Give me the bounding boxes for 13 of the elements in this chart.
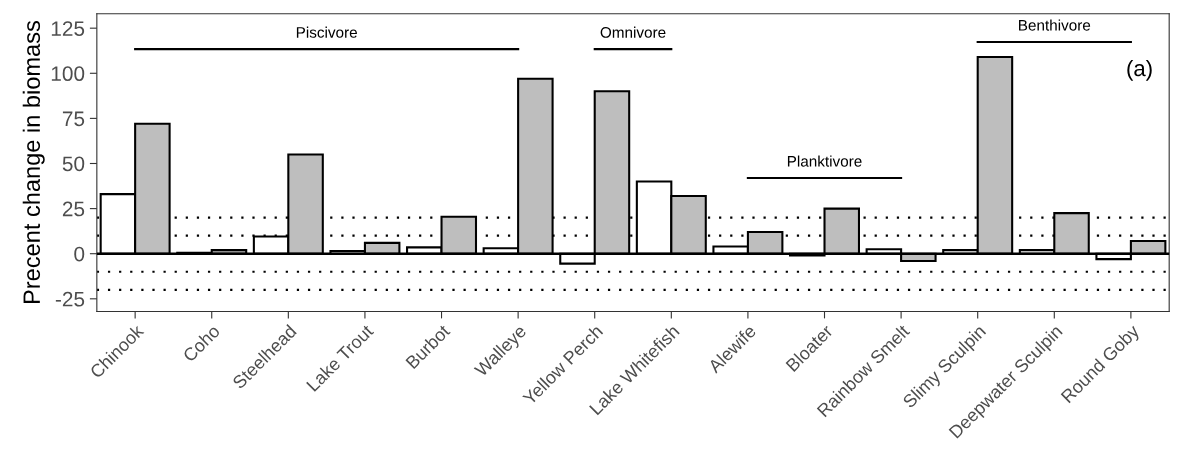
annotation: Benthivore — [1019, 19, 1091, 31]
y-tick-label: 50 — [62, 156, 85, 172]
annotation: Planktivore — [787, 155, 862, 167]
y-tick-label: 125 — [51, 21, 85, 36]
y-tick-label: -25 — [55, 291, 85, 307]
y-tick-label: 75 — [62, 111, 85, 127]
y-axis-title: Precent change in biomass — [22, 21, 45, 304]
y-tick-label: 25 — [62, 201, 85, 217]
annotation: Omnivore — [600, 26, 666, 38]
y-tick-label: 0 — [74, 246, 85, 262]
y-tick-label: 100 — [51, 66, 85, 82]
annotation: (a) — [1127, 59, 1152, 81]
annotation: Piscivore — [296, 26, 357, 38]
